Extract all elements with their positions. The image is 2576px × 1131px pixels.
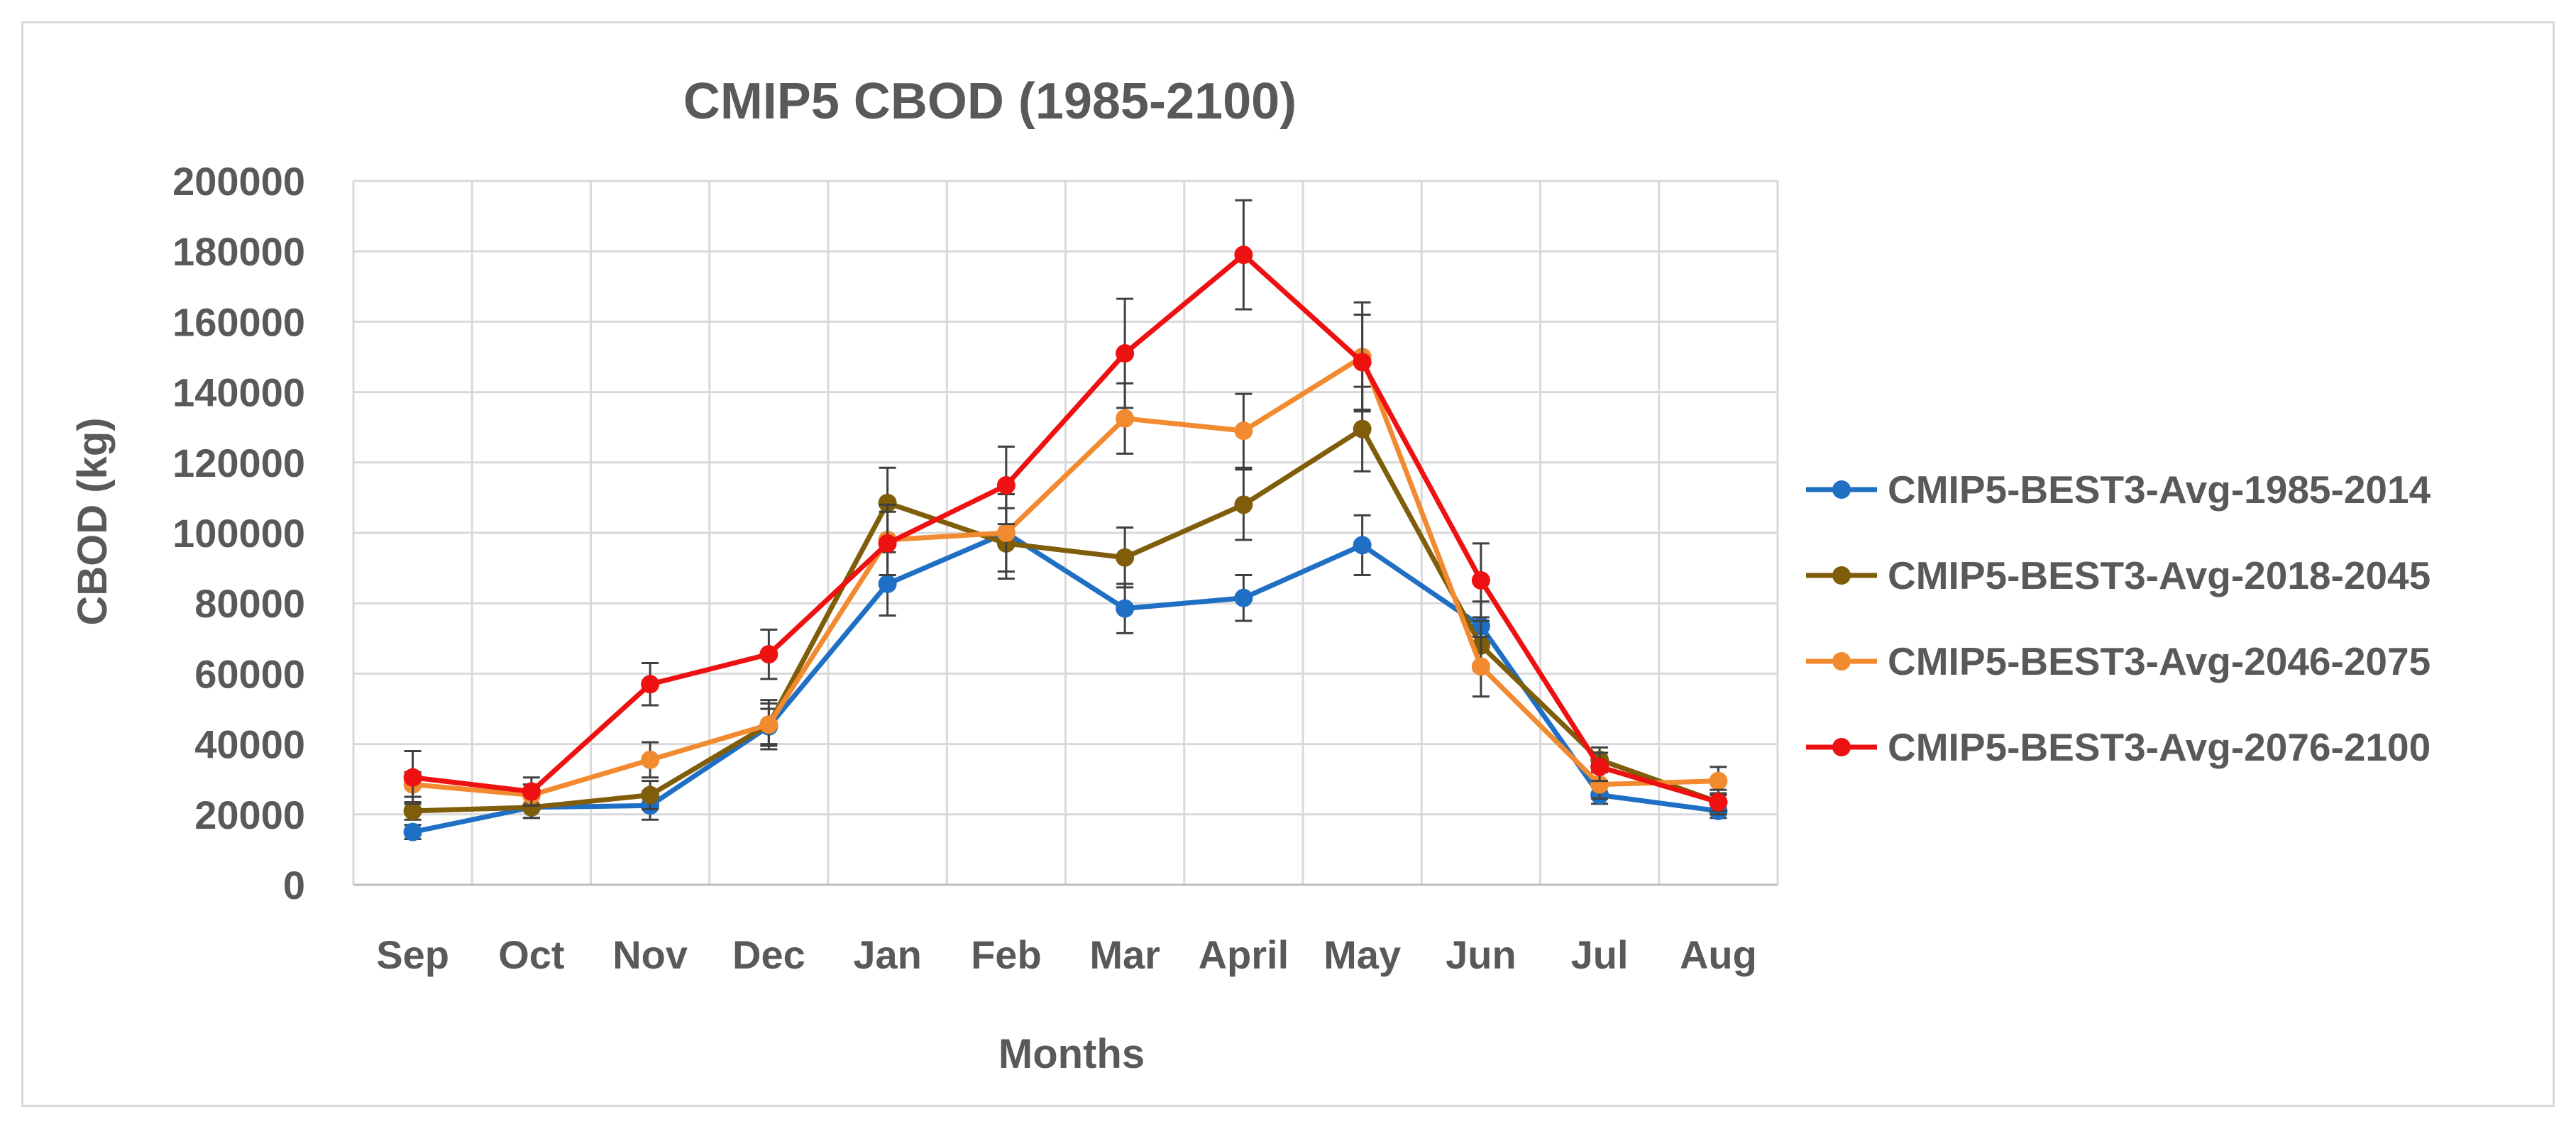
data-point [641,675,660,694]
data-point [759,645,778,664]
legend: CMIP5-BEST3-Avg-1985-2014 CMIP5-BEST3-Avg… [1806,468,2431,769]
y-tick-label: 0 [283,863,305,907]
data-point [878,574,897,593]
data-point [1353,353,1372,372]
series-line [412,530,1719,835]
legend-label: CMIP5-BEST3-Avg-2018-2045 [1888,553,2431,597]
data-point [641,750,660,769]
y-axis-ticks: 0 20000 40000 60000 80000 100000 120000 140000 1… [172,159,305,907]
data-point [1353,419,1372,438]
data-point [1116,344,1135,363]
data-point [1590,757,1609,776]
x-tick-label: Jan [853,932,922,977]
legend-marker [1832,480,1851,499]
y-tick-label: 100000 [172,511,305,556]
data-point [403,822,422,842]
x-tick-label: Sep [376,932,449,977]
data-point [1471,570,1490,590]
data-point [522,782,541,801]
data-point [1116,599,1135,618]
y-tick-label: 120000 [172,441,305,485]
data-point [996,476,1015,495]
x-tick-label: Jun [1446,932,1517,977]
x-axis-ticks: Sep Oct Nov Dec Jan Feb Mar April May Jun Jul Aug [376,932,1757,977]
series-4 [403,199,1728,816]
x-tick-label: April [1199,932,1289,977]
x-tick-label: May [1323,932,1401,977]
data-point [641,785,660,805]
legend-marker [1832,652,1851,671]
chart-title: CMIP5 CBOD (1985-2100) [683,73,1297,130]
x-tick-label: Dec [732,932,805,977]
legend-marker [1832,566,1851,585]
x-tick-label: Nov [612,932,688,977]
y-tick-label: 200000 [172,159,305,204]
data-point [1116,409,1135,428]
y-tick-label: 20000 [194,793,305,837]
data-point [996,524,1015,542]
data-point [403,801,422,820]
data-point [1471,657,1490,676]
data-point [878,534,897,553]
gridlines [352,180,1779,886]
x-tick-label: Jul [1571,932,1629,977]
y-axis-title: CBOD (kg) [70,417,116,625]
x-tick-label: Aug [1680,932,1757,977]
series-line [412,354,1719,798]
legend-label: CMIP5-BEST3-Avg-2046-2075 [1888,639,2431,683]
data-point [759,715,778,734]
data-point [878,493,897,512]
data-point [403,768,422,787]
legend-marker [1832,738,1851,756]
data-point [1709,793,1728,812]
legend-label: CMIP5-BEST3-Avg-2076-2100 [1888,725,2431,769]
data-point [1353,536,1372,555]
data-point [1234,495,1253,514]
y-tick-label: 40000 [194,722,305,767]
data-point [1709,771,1728,790]
x-tick-label: Oct [498,932,564,977]
x-axis-title: Months [998,1031,1145,1077]
data-point [1234,421,1253,441]
data-point [1590,775,1609,794]
data-point [1234,245,1253,265]
y-tick-label: 60000 [194,651,305,696]
y-tick-label: 80000 [194,581,305,626]
data-point [1116,548,1135,567]
legend-label: CMIP5-BEST3-Avg-1985-2014 [1888,468,2431,512]
x-tick-label: Feb [971,932,1042,977]
series-layer [403,199,1728,842]
series-line [412,252,1719,805]
data-point [1234,588,1253,607]
chart-frame [21,21,2555,1107]
series-line [412,426,1719,814]
x-tick-label: Mar [1089,932,1160,977]
y-tick-label: 140000 [172,370,305,415]
y-tick-label: 180000 [172,229,305,274]
y-tick-label: 160000 [172,299,305,344]
